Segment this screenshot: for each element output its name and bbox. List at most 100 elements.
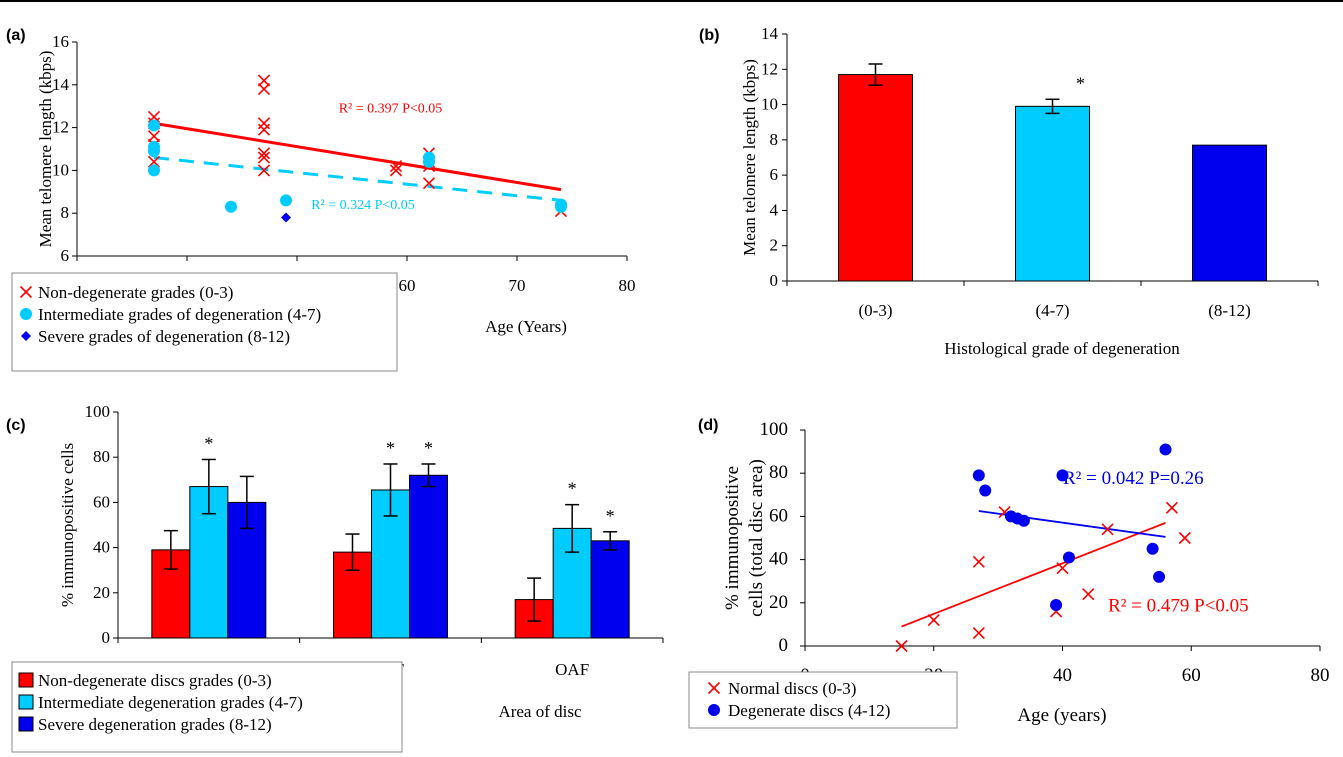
data-point-stroke-2 <box>1056 562 1069 575</box>
data-point <box>972 626 985 640</box>
data-point <box>1165 501 1179 514</box>
legend-swatch <box>18 716 34 732</box>
bar <box>838 74 913 282</box>
y-tick-label: 10 <box>52 160 69 179</box>
data-point-stroke-2 <box>1082 588 1095 601</box>
x-axis-title: Histological grade of degeneration <box>944 339 1180 358</box>
data-point-stroke-2 <box>422 177 436 190</box>
y-tick-label: 8 <box>61 203 70 222</box>
legend-label: Severe degeneration grades (8-12) <box>38 715 272 734</box>
data-point-stroke-2 <box>1178 531 1191 545</box>
data-point <box>148 119 160 132</box>
data-point <box>281 212 291 223</box>
trendline <box>153 121 562 192</box>
category-label: OAF <box>555 660 589 679</box>
r-squared-annotation: R² = 0.042 P=0.26 <box>1063 468 1204 489</box>
legend-marker <box>20 308 32 320</box>
data-point-stroke-2 <box>389 164 403 177</box>
data-point <box>257 74 271 87</box>
data-point <box>257 147 271 160</box>
data-point <box>422 177 436 190</box>
bar <box>409 474 448 639</box>
y-axis-title-line-2: cells (total disc area) <box>746 459 767 617</box>
data-point <box>147 155 161 168</box>
y-axis-title-line-1: % immunopositive <box>722 466 743 610</box>
data-point <box>389 160 403 173</box>
data-point <box>1153 570 1166 583</box>
data-point-stroke-2 <box>1101 523 1114 536</box>
data-point <box>895 639 908 653</box>
significance-star: * <box>386 438 395 458</box>
category-label: (8-12) <box>1208 301 1250 320</box>
data-point <box>257 83 271 96</box>
r-squared-annotation: R² = 0.397 P<0.05 <box>339 102 443 117</box>
y-tick-label: 4 <box>770 200 779 219</box>
x-tick-label: 80 <box>619 276 636 295</box>
data-point <box>257 123 271 136</box>
legend: Non-degenerate discs grades (0-3) Interme… <box>11 661 403 753</box>
legend-label: Degenerate discs (4-12) <box>728 701 890 720</box>
y-tick-label: 12 <box>52 118 69 137</box>
legend-marker <box>708 704 720 716</box>
significance-star: * <box>1076 73 1085 93</box>
x-tick-label: 60 <box>399 276 416 295</box>
y-tick-label: 2 <box>770 236 779 255</box>
data-point <box>1159 443 1172 456</box>
trendline <box>901 522 1166 628</box>
panel-label-c: (c) <box>6 417 26 434</box>
y-tick-label: 10 <box>761 95 778 114</box>
y-axis-title: Mean telomere length (kbps) <box>740 59 759 256</box>
significance-star: * <box>204 433 213 453</box>
legend-swatch <box>18 672 34 688</box>
legend-marker-stroke-2 <box>19 285 33 299</box>
data-point <box>389 164 403 177</box>
panel-b: 0 2 4 6 8 10 12 14 (0-3) * (4-7) (8-12) Mean telomer… <box>740 24 1319 358</box>
y-tick-label: 80 <box>93 447 110 466</box>
y-tick-label: 8 <box>770 130 779 149</box>
data-point <box>257 164 271 177</box>
data-point-stroke-2 <box>257 147 271 160</box>
legend-marker <box>21 331 31 341</box>
x-tick-label: 70 <box>509 276 526 295</box>
legend: Normal discs (0-3) Degenerate discs (4-12… <box>688 671 958 729</box>
data-point-stroke-2 <box>1165 501 1179 514</box>
legend-marker-stroke-2 <box>707 681 721 695</box>
category-label: (4-7) <box>1036 301 1070 320</box>
legend-frame <box>688 671 958 729</box>
r-squared-annotation: R² = 0.479 P<0.05 <box>1108 595 1249 616</box>
panel-label-d: (d) <box>698 417 718 434</box>
legend: Non-degenerate grades (0-3) Intermediate … <box>11 272 398 372</box>
legend-marker <box>707 681 721 695</box>
legend-label: Intermediate grades of degeneration (4-7… <box>38 305 321 324</box>
trendline <box>153 156 562 202</box>
y-tick-label: 0 <box>770 271 779 290</box>
data-point-stroke-2 <box>147 130 161 143</box>
data-point-stroke-2 <box>972 626 985 640</box>
legend-label: Intermediate degeneration grades (4-7) <box>38 693 303 712</box>
legend-marker <box>19 285 33 299</box>
data-point <box>1017 514 1030 527</box>
y-tick-label: 12 <box>761 59 778 78</box>
data-point <box>1101 523 1114 536</box>
data-point-stroke-2 <box>895 639 908 653</box>
y-tick-label: 20 <box>93 583 110 602</box>
data-point <box>927 614 940 627</box>
y-tick-label: 60 <box>769 505 788 526</box>
x-tick-label: 40 <box>1053 665 1072 686</box>
legend-swatch <box>18 694 34 710</box>
data-point-stroke-2 <box>257 151 271 164</box>
data-point <box>555 200 567 213</box>
data-point <box>972 469 985 482</box>
data-point <box>423 155 435 168</box>
data-point <box>1178 531 1191 545</box>
significance-star: * <box>424 438 433 458</box>
data-point <box>257 117 271 130</box>
data-point <box>148 145 160 158</box>
data-point <box>972 555 985 568</box>
y-tick-label: 100 <box>760 419 789 440</box>
r-squared-annotation: R² = 0.324 P<0.05 <box>311 198 415 213</box>
y-tick-label: 60 <box>93 492 110 511</box>
bar <box>590 540 630 639</box>
data-point <box>147 130 161 143</box>
